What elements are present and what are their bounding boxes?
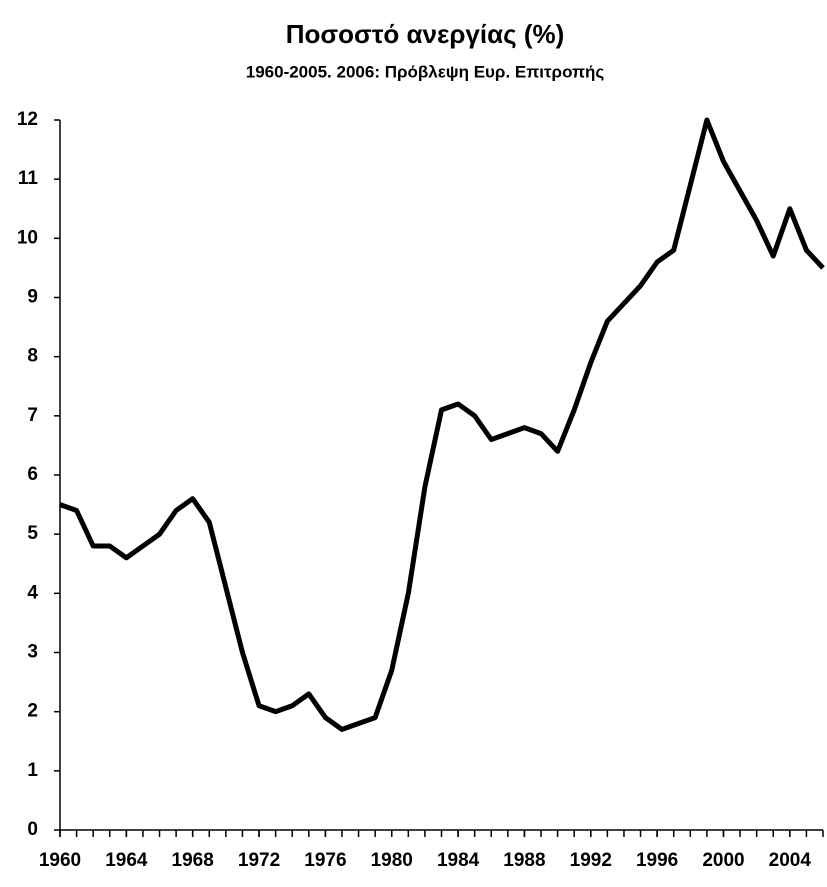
line bbox=[59, 117, 825, 732]
y-tick-label: 11 bbox=[18, 168, 39, 189]
y-tick-label: 8 bbox=[27, 346, 38, 367]
y-tick-label: 12 bbox=[17, 109, 38, 130]
x-tick-label: 1980 bbox=[371, 850, 413, 871]
x-tick-label: 1972 bbox=[238, 850, 280, 871]
y-tick-label: 0 bbox=[27, 819, 38, 840]
x-tick-label: 1964 bbox=[105, 850, 148, 871]
x-tick-label: 1960 bbox=[39, 850, 81, 871]
x-tick-label: 2000 bbox=[702, 850, 744, 871]
x-tick-label: 1996 bbox=[636, 850, 678, 871]
y-tick-label: 5 bbox=[27, 523, 38, 544]
x-tick-label: 1968 bbox=[172, 850, 214, 871]
y-tick-label: 2 bbox=[27, 701, 38, 722]
y-tick-label: 7 bbox=[27, 405, 38, 426]
y-tick-label: 4 bbox=[27, 582, 38, 603]
y-tick-label: 1 bbox=[27, 760, 38, 781]
x-tick-label: 1992 bbox=[570, 850, 612, 871]
chart-title: Ποσοστό ανεργίας (%) bbox=[286, 19, 565, 49]
y-tick-label: 9 bbox=[27, 287, 38, 308]
y-tick-label: 10 bbox=[17, 227, 38, 248]
x-tick-label: 2004 bbox=[769, 850, 812, 871]
y-tick-label: 3 bbox=[27, 642, 38, 663]
x-tick-label: 1976 bbox=[304, 850, 346, 871]
x-tick-label: 1984 bbox=[437, 850, 480, 871]
x-tick-label: 1988 bbox=[503, 850, 545, 871]
chart-subtitle: 1960-2005. 2006: Πρόβλεψη Ευρ. Επιτροπής bbox=[246, 62, 605, 81]
y-tick-label: 6 bbox=[27, 464, 38, 485]
